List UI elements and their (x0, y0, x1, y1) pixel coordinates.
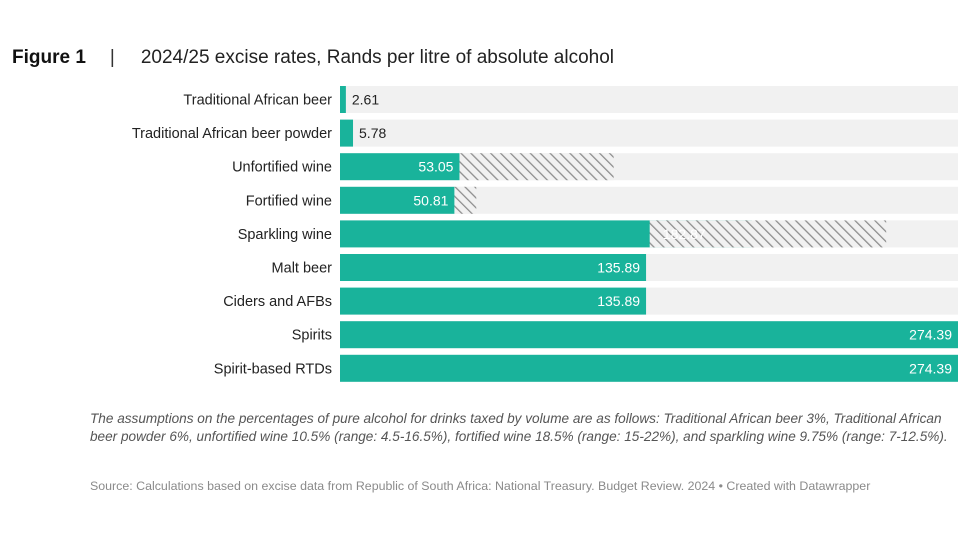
bars-layer: Traditional African beer 2.61 Traditional … (132, 86, 958, 382)
value-label: 182.87 (663, 226, 706, 242)
chart-note: The assumptions on the percentages of pu… (90, 411, 948, 444)
category-label: Traditional African beer (183, 93, 332, 109)
value-label: 5.78 (359, 125, 386, 141)
value-label: 135.89 (597, 260, 640, 276)
range-hatch (454, 186, 477, 214)
category-label: Fortified wine (246, 193, 332, 209)
category-label: Sparkling wine (238, 227, 332, 243)
category-label: Ciders and AFBs (223, 294, 332, 310)
range-hatch (649, 220, 887, 248)
bar (340, 354, 958, 382)
bar (340, 119, 354, 147)
bar (340, 153, 460, 181)
chart-title: 2024/25 excise rates, Rands per litre of… (140, 47, 615, 68)
value-label: 50.81 (413, 192, 448, 208)
bar (340, 321, 958, 349)
value-label: 274.39 (909, 327, 952, 343)
bar (340, 254, 647, 281)
figure-label: Figure 1 (12, 47, 86, 68)
bar-track (340, 119, 958, 147)
value-label: 274.39 (909, 360, 952, 376)
title-separator: | (109, 47, 115, 68)
value-label: 53.05 (418, 159, 453, 175)
range-hatch (459, 153, 614, 181)
bar (340, 287, 647, 315)
figure-header: Figure 1 | 2024/25 excise rates, Rands p… (12, 44, 614, 72)
bar-chart: Traditional African beer 2.61 Traditional … (132, 86, 958, 382)
category-label: Spirit-based RTDs (214, 361, 332, 377)
bar (340, 86, 346, 113)
bar (340, 186, 455, 214)
category-label: Unfortified wine (232, 160, 332, 176)
bar-track (340, 86, 958, 113)
value-label: 135.89 (597, 293, 640, 309)
chart-source: Source: Calculations based on excise dat… (90, 479, 871, 493)
category-label: Traditional African beer powder (132, 126, 332, 142)
category-label: Malt beer (272, 261, 333, 277)
category-label: Spirits (292, 328, 332, 344)
value-label: 2.61 (352, 92, 379, 108)
